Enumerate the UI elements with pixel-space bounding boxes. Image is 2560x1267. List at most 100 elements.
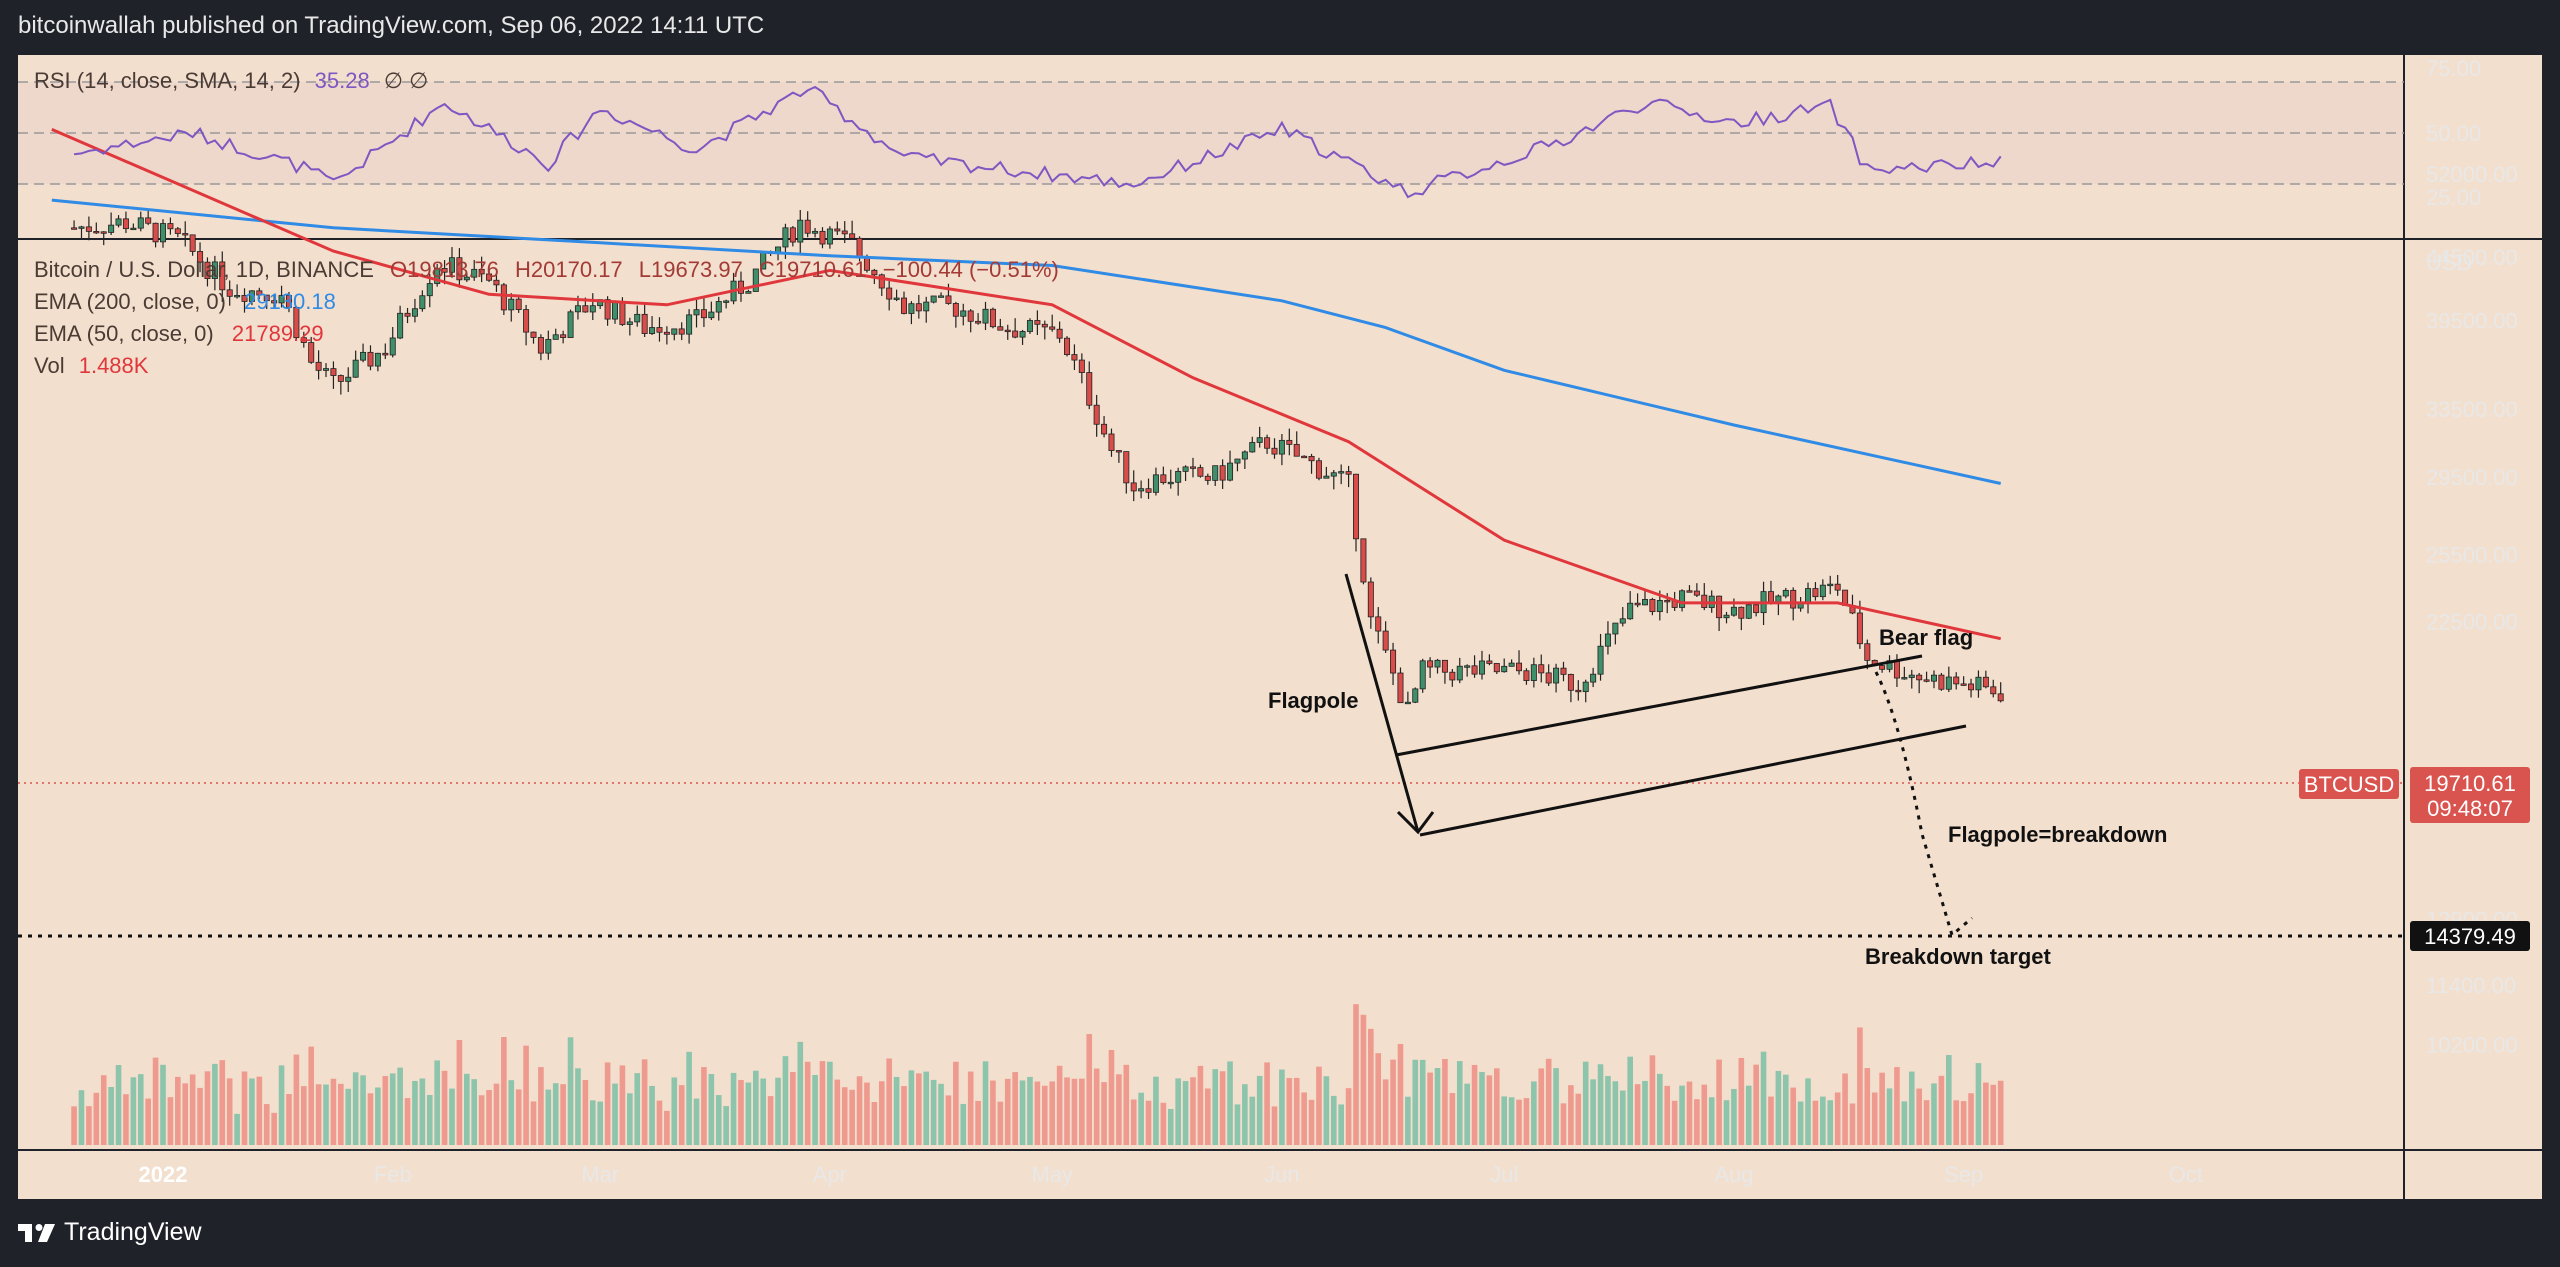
volume-bar: [1805, 1078, 1811, 1145]
volume-bar: [967, 1071, 974, 1145]
price-axis-tick: 52000.00: [2426, 162, 2518, 187]
volume-legend-value: 1.488K: [79, 353, 149, 378]
candle-body: [1375, 616, 1382, 632]
candle-body: [1138, 488, 1145, 492]
volume-bar: [656, 1100, 663, 1145]
volume-bar: [1190, 1077, 1196, 1145]
candle-body: [1901, 677, 1908, 680]
candle-body: [241, 294, 248, 302]
volume-bar: [1516, 1099, 1522, 1145]
candle-body: [1145, 488, 1152, 493]
volume-bar: [775, 1077, 781, 1145]
candle-body: [508, 298, 515, 311]
volume-bar: [730, 1072, 737, 1145]
price-axis-tick: 44500.00: [2426, 245, 2518, 270]
candle-body: [71, 227, 78, 230]
candle-body: [1256, 437, 1263, 443]
candle-body: [671, 328, 678, 335]
volume-bar: [375, 1087, 381, 1145]
rsi-legend: RSI (14, close, SMA, 14, 2) 35.28 ∅ ∅: [34, 68, 428, 93]
candle-body: [1575, 689, 1582, 693]
volume-bar: [664, 1110, 670, 1145]
rsi-legend-name: RSI (14, close, SMA, 14, 2): [34, 68, 301, 93]
candle-body: [1130, 482, 1137, 492]
candle-body: [530, 331, 537, 338]
candle-body: [641, 313, 648, 334]
volume-bar: [271, 1112, 277, 1145]
candle-body: [1738, 606, 1745, 619]
candle-body: [315, 361, 322, 371]
candle-body: [419, 295, 426, 310]
tradingview-brand[interactable]: TradingView: [18, 1218, 202, 1247]
candle-body: [382, 352, 389, 356]
candle-body: [389, 337, 396, 356]
candle-body: [1449, 671, 1456, 681]
candle-body: [1982, 676, 1989, 688]
volume-bar: [1205, 1088, 1211, 1145]
price-axis-tick: 39500.00: [2426, 309, 2518, 334]
candle-body: [330, 368, 337, 376]
volume-bar: [1182, 1081, 1189, 1145]
candle-body: [1508, 662, 1515, 667]
volume-bar: [1649, 1055, 1656, 1145]
current-price-tag: BTCUSD 19710.61 09:48:07: [2299, 767, 2530, 823]
volume-bar: [1590, 1079, 1596, 1145]
volume-bar: [1568, 1085, 1574, 1145]
volume-bar: [1731, 1088, 1737, 1145]
volume-bar: [1879, 1072, 1885, 1145]
volume-bar: [212, 1063, 218, 1145]
candle-body: [1093, 404, 1100, 425]
volume-bar: [1338, 1104, 1344, 1145]
target-price-tag: 14379.49: [2410, 921, 2530, 951]
candle-body: [723, 300, 730, 303]
candle-body: [604, 299, 611, 320]
candle-body: [145, 217, 152, 224]
candle-body: [886, 287, 893, 300]
candle-body: [1619, 618, 1626, 624]
volume-bar: [1471, 1064, 1478, 1145]
candle-body: [812, 230, 819, 234]
time-axis-tick: Aug: [1714, 1162, 1753, 1187]
candle-body: [1975, 676, 1982, 691]
volume-bar: [389, 1073, 396, 1145]
volume-bar: [753, 1070, 759, 1145]
candle-body: [189, 234, 196, 252]
candle-body: [78, 226, 85, 229]
candle-body: [537, 337, 544, 354]
candle-body: [930, 295, 937, 303]
volume-bar: [738, 1080, 744, 1145]
volume-bar: [1523, 1098, 1530, 1145]
volume-bar: [1301, 1092, 1307, 1145]
volume-bar: [1390, 1059, 1396, 1145]
volume-bar: [1093, 1068, 1100, 1145]
volume-bar: [397, 1067, 403, 1145]
volume-bar: [1775, 1070, 1782, 1145]
candle-body: [678, 328, 685, 335]
candle-body: [226, 289, 233, 297]
volume-bar: [1286, 1078, 1293, 1145]
volume-bar: [1012, 1072, 1018, 1145]
volume-bar: [1768, 1096, 1774, 1145]
candle-body: [1434, 659, 1441, 668]
candle-body: [1767, 591, 1774, 603]
volume-bar: [1138, 1092, 1144, 1145]
candle-body: [493, 279, 500, 286]
candle-body: [100, 231, 107, 234]
candle-body: [1478, 660, 1485, 675]
candle-body: [1716, 595, 1723, 619]
volume-bar: [1908, 1071, 1915, 1145]
volume-bar: [641, 1059, 648, 1145]
volume-bar: [649, 1085, 655, 1145]
volume-bar: [538, 1067, 544, 1145]
candle-body: [523, 309, 530, 333]
candle-body: [1034, 320, 1041, 325]
ema200-legend: EMA (200, close, 0) 29130.18: [34, 289, 336, 314]
candle-body: [1175, 470, 1182, 483]
price-axis-tick: 22500.00: [2426, 610, 2518, 635]
volume-bar: [589, 1100, 596, 1145]
candle-body: [323, 368, 330, 371]
volume-bar: [1004, 1078, 1011, 1145]
volume-bar: [1227, 1061, 1233, 1145]
volume-bar: [478, 1095, 485, 1145]
